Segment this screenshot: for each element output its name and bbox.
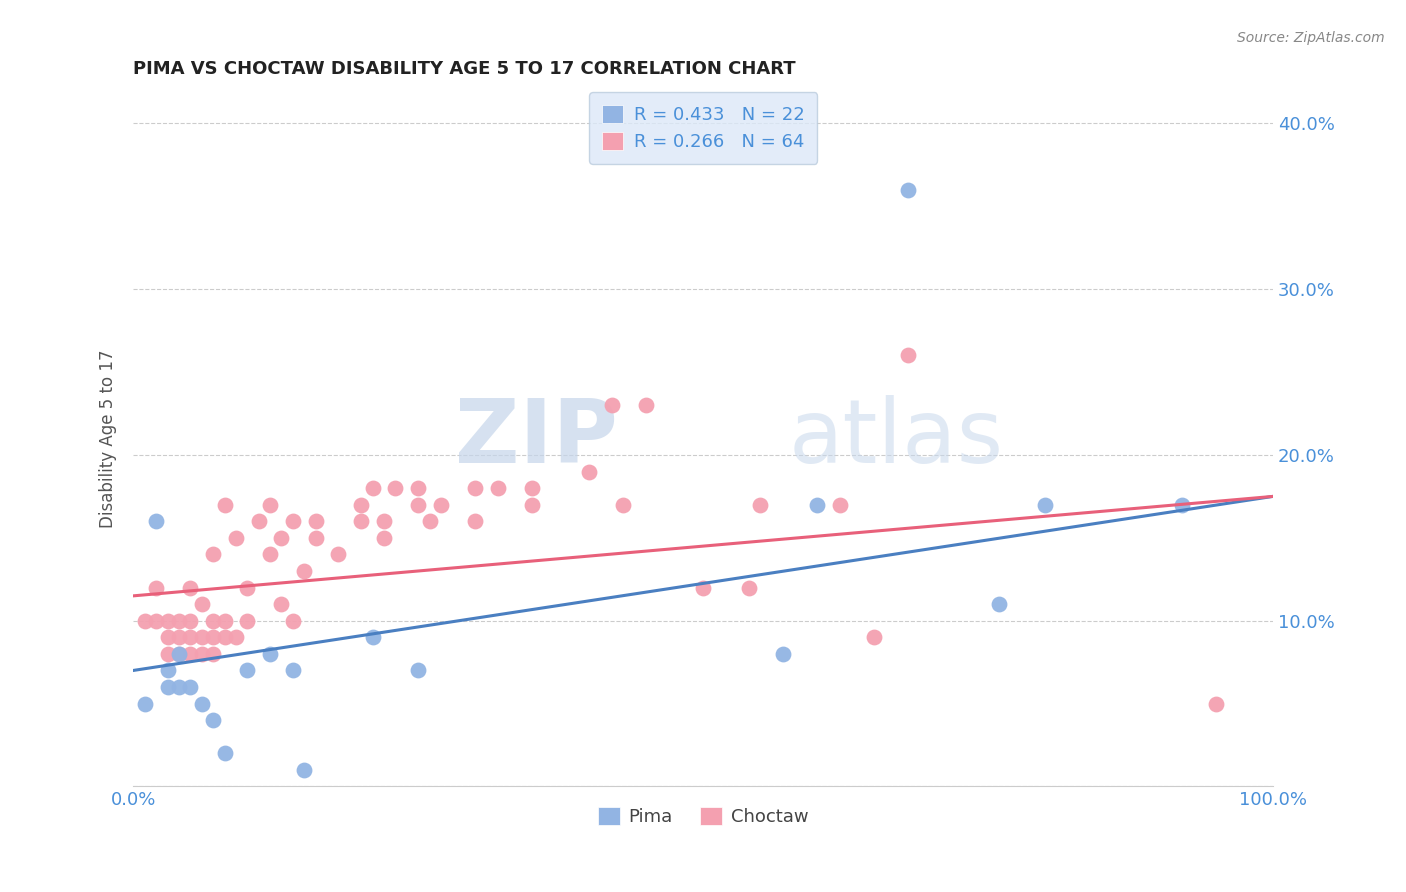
- Point: [419, 514, 441, 528]
- Point: [988, 597, 1011, 611]
- Point: [281, 664, 304, 678]
- Point: [806, 498, 828, 512]
- Point: [236, 664, 259, 678]
- Point: [202, 630, 225, 644]
- Point: [156, 647, 179, 661]
- Point: [156, 630, 179, 644]
- Point: [305, 514, 328, 528]
- Point: [863, 630, 886, 644]
- Point: [281, 514, 304, 528]
- Point: [350, 514, 373, 528]
- Point: [134, 697, 156, 711]
- Point: [281, 614, 304, 628]
- Legend: Pima, Choctaw: Pima, Choctaw: [591, 799, 815, 833]
- Text: ZIP: ZIP: [456, 395, 617, 482]
- Point: [167, 647, 190, 661]
- Point: [167, 630, 190, 644]
- Point: [167, 647, 190, 661]
- Point: [225, 531, 247, 545]
- Point: [214, 614, 236, 628]
- Point: [292, 763, 315, 777]
- Point: [464, 481, 486, 495]
- Point: [236, 581, 259, 595]
- Point: [225, 630, 247, 644]
- Point: [1205, 697, 1227, 711]
- Point: [134, 614, 156, 628]
- Point: [600, 398, 623, 412]
- Point: [373, 531, 395, 545]
- Point: [350, 498, 373, 512]
- Point: [214, 630, 236, 644]
- Point: [179, 614, 201, 628]
- Point: [247, 514, 270, 528]
- Point: [179, 581, 201, 595]
- Point: [897, 183, 920, 197]
- Point: [1033, 498, 1056, 512]
- Text: PIMA VS CHOCTAW DISABILITY AGE 5 TO 17 CORRELATION CHART: PIMA VS CHOCTAW DISABILITY AGE 5 TO 17 C…: [134, 60, 796, 78]
- Point: [202, 647, 225, 661]
- Point: [270, 597, 292, 611]
- Point: [406, 481, 429, 495]
- Point: [749, 498, 772, 512]
- Point: [486, 481, 509, 495]
- Point: [384, 481, 406, 495]
- Point: [145, 514, 167, 528]
- Point: [270, 531, 292, 545]
- Point: [406, 664, 429, 678]
- Point: [636, 398, 658, 412]
- Y-axis label: Disability Age 5 to 17: Disability Age 5 to 17: [100, 349, 117, 528]
- Point: [522, 498, 544, 512]
- Point: [156, 680, 179, 694]
- Point: [292, 564, 315, 578]
- Point: [190, 597, 212, 611]
- Point: [190, 630, 212, 644]
- Point: [828, 498, 851, 512]
- Point: [464, 514, 486, 528]
- Point: [522, 481, 544, 495]
- Point: [156, 614, 179, 628]
- Point: [738, 581, 761, 595]
- Point: [179, 647, 201, 661]
- Point: [202, 713, 225, 727]
- Point: [430, 498, 453, 512]
- Point: [373, 514, 395, 528]
- Point: [361, 481, 384, 495]
- Point: [167, 680, 190, 694]
- Point: [167, 614, 190, 628]
- Point: [305, 531, 328, 545]
- Point: [897, 349, 920, 363]
- Point: [692, 581, 714, 595]
- Point: [578, 465, 600, 479]
- Point: [145, 614, 167, 628]
- Point: [259, 548, 281, 562]
- Point: [202, 548, 225, 562]
- Point: [772, 647, 794, 661]
- Point: [190, 697, 212, 711]
- Point: [406, 498, 429, 512]
- Point: [156, 664, 179, 678]
- Point: [179, 630, 201, 644]
- Text: Source: ZipAtlas.com: Source: ZipAtlas.com: [1237, 31, 1385, 45]
- Point: [259, 647, 281, 661]
- Point: [612, 498, 634, 512]
- Point: [202, 614, 225, 628]
- Text: atlas: atlas: [789, 395, 1004, 482]
- Point: [236, 614, 259, 628]
- Point: [179, 680, 201, 694]
- Point: [190, 647, 212, 661]
- Point: [145, 581, 167, 595]
- Point: [361, 630, 384, 644]
- Point: [214, 498, 236, 512]
- Point: [1171, 498, 1194, 512]
- Point: [214, 747, 236, 761]
- Point: [328, 548, 350, 562]
- Point: [259, 498, 281, 512]
